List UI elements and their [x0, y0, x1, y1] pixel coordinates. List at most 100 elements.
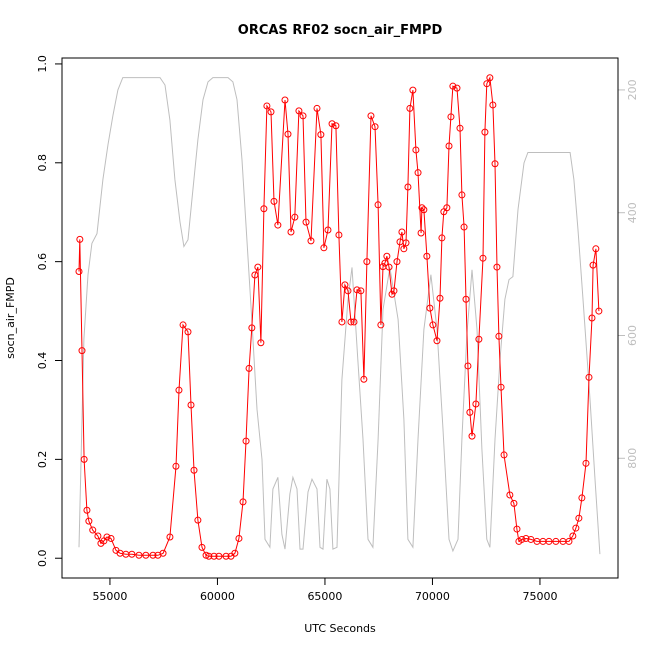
data-point — [491, 160, 499, 168]
data-point — [344, 287, 352, 295]
y2-tick-label: 200 — [626, 79, 639, 100]
data-point — [76, 235, 84, 243]
data-point — [235, 534, 243, 542]
data-point — [80, 455, 88, 463]
data-point — [260, 205, 268, 213]
data-point — [128, 550, 136, 558]
data-point — [589, 261, 597, 269]
data-point — [475, 335, 483, 343]
y2-tick-label: 800 — [626, 448, 639, 469]
data-point — [184, 328, 192, 336]
data-point — [248, 324, 256, 332]
data-point — [267, 108, 275, 116]
data-point — [449, 82, 457, 90]
data-point — [75, 268, 83, 276]
data-point — [592, 245, 600, 253]
plot-frame — [61, 57, 619, 579]
data-point — [287, 228, 295, 236]
data-point — [436, 294, 444, 302]
data-point — [360, 375, 368, 383]
data-point — [205, 552, 213, 560]
data-point — [357, 287, 365, 295]
data-point — [210, 552, 218, 560]
data-point — [489, 101, 497, 109]
data-point — [398, 228, 406, 236]
data-point — [307, 237, 315, 245]
data-point — [328, 120, 336, 128]
data-point — [423, 252, 431, 260]
data-point — [545, 537, 553, 545]
data-point — [506, 491, 514, 499]
data-point — [418, 204, 426, 212]
data-point — [383, 252, 391, 260]
data-point — [172, 462, 180, 470]
data-point — [404, 183, 412, 191]
data-point — [443, 204, 451, 212]
data-point — [281, 96, 289, 104]
data-point — [585, 373, 593, 381]
data-point — [353, 286, 361, 294]
data-point — [263, 102, 271, 110]
data-point — [400, 245, 408, 253]
y-tick-label: 0.2 — [36, 451, 49, 469]
x-tick-label: 70000 — [415, 590, 450, 603]
data-point — [341, 281, 349, 289]
data-point — [486, 74, 494, 82]
data-point — [302, 218, 310, 226]
data-point — [83, 506, 91, 514]
data-point — [142, 551, 150, 559]
data-point — [409, 86, 417, 94]
x-tick-label: 55000 — [92, 590, 127, 603]
data-point — [445, 142, 453, 150]
data-point — [239, 498, 247, 506]
data-point — [377, 321, 385, 329]
series-line — [78, 76, 600, 557]
data-point — [317, 131, 325, 139]
data-point — [468, 432, 476, 440]
data-point — [429, 321, 437, 329]
data-point — [347, 318, 355, 326]
data-point — [367, 112, 375, 120]
data-point — [85, 517, 93, 525]
data-point — [456, 124, 464, 132]
data-point — [393, 258, 401, 266]
data-point — [179, 321, 187, 329]
data-point — [274, 221, 282, 229]
data-point — [433, 337, 441, 345]
y-tick-label: 0.0 — [36, 549, 49, 567]
data-point — [166, 533, 174, 541]
data-point — [513, 525, 521, 533]
data-point — [565, 537, 573, 545]
data-point — [495, 332, 503, 340]
data-point — [575, 514, 583, 522]
data-point — [572, 524, 580, 532]
y-axis-label: socn_air_FMPD — [4, 277, 17, 359]
data-point — [242, 437, 250, 445]
data-point — [406, 104, 414, 112]
data-point — [350, 318, 358, 326]
data-point — [388, 290, 396, 298]
data-point — [595, 307, 603, 315]
data-point — [324, 226, 332, 234]
data-point — [447, 113, 455, 121]
data-point — [578, 494, 586, 502]
chart-title: ORCAS RF02 socn_air_FMPD — [238, 23, 443, 38]
data-point — [500, 451, 508, 459]
data-point — [588, 314, 596, 322]
data-point — [472, 400, 480, 408]
data-point — [390, 287, 398, 295]
data-point — [103, 533, 111, 541]
data-point — [385, 263, 393, 271]
series-line — [78, 77, 601, 555]
data-point — [251, 271, 259, 279]
data-point — [381, 259, 389, 267]
data-point — [481, 128, 489, 136]
data-point — [270, 197, 278, 205]
data-point — [291, 213, 299, 221]
x-tick-label: 60000 — [200, 590, 235, 603]
y2-tick-label: 600 — [626, 325, 639, 346]
data-point — [295, 107, 303, 115]
data-point — [194, 516, 202, 524]
data-point — [149, 551, 157, 559]
